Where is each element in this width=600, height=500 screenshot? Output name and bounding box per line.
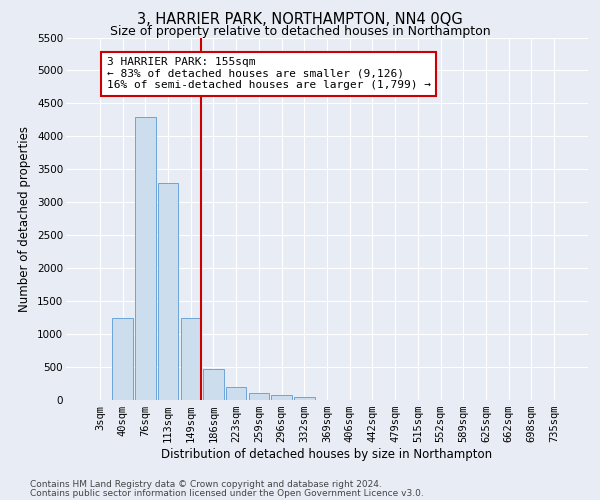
X-axis label: Distribution of detached houses by size in Northampton: Distribution of detached houses by size … [161,448,493,461]
Bar [226,387,247,400]
Bar [135,116,155,400]
Bar [158,182,178,400]
Text: Size of property relative to detached houses in Northampton: Size of property relative to detached ho… [110,25,490,38]
Bar [294,396,314,400]
Text: 3, HARRIER PARK, NORTHAMPTON, NN4 0QG: 3, HARRIER PARK, NORTHAMPTON, NN4 0QG [137,12,463,28]
Bar [203,368,224,400]
Bar [271,395,292,400]
Bar [112,318,133,400]
Bar [181,318,201,400]
Text: 3 HARRIER PARK: 155sqm
← 83% of detached houses are smaller (9,126)
16% of semi-: 3 HARRIER PARK: 155sqm ← 83% of detached… [107,58,431,90]
Text: Contains public sector information licensed under the Open Government Licence v3: Contains public sector information licen… [30,488,424,498]
Bar [248,394,269,400]
Text: Contains HM Land Registry data © Crown copyright and database right 2024.: Contains HM Land Registry data © Crown c… [30,480,382,489]
Y-axis label: Number of detached properties: Number of detached properties [19,126,31,312]
